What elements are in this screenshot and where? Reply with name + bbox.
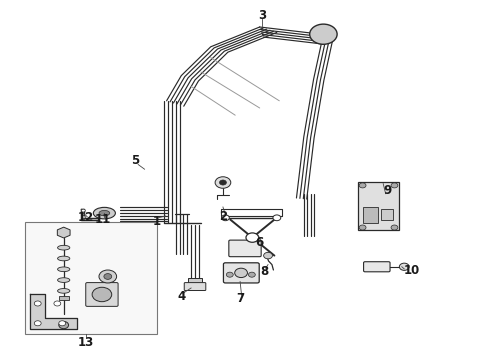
Text: 4: 4 [177, 291, 185, 303]
Circle shape [54, 301, 61, 306]
Bar [381, 209, 393, 220]
Circle shape [81, 216, 85, 219]
Circle shape [359, 225, 366, 230]
FancyBboxPatch shape [223, 263, 259, 283]
Circle shape [273, 215, 281, 221]
Circle shape [34, 321, 41, 326]
Circle shape [310, 24, 337, 44]
Polygon shape [81, 209, 98, 220]
Bar [59, 296, 69, 300]
Circle shape [220, 180, 226, 185]
Circle shape [226, 272, 233, 277]
Text: 10: 10 [403, 264, 420, 276]
Text: 7: 7 [236, 292, 244, 305]
Circle shape [34, 301, 41, 306]
Polygon shape [30, 294, 77, 329]
Circle shape [391, 225, 398, 230]
Circle shape [359, 183, 366, 188]
Text: 8: 8 [261, 265, 269, 278]
Ellipse shape [93, 207, 116, 219]
Circle shape [391, 183, 398, 188]
Text: 12: 12 [77, 211, 94, 224]
FancyBboxPatch shape [184, 283, 206, 291]
FancyBboxPatch shape [229, 240, 261, 257]
Circle shape [248, 272, 255, 277]
Text: 3: 3 [258, 9, 266, 22]
Text: 1: 1 [153, 215, 161, 228]
FancyBboxPatch shape [86, 283, 118, 306]
Ellipse shape [58, 278, 70, 282]
Circle shape [399, 263, 409, 270]
Circle shape [81, 209, 85, 212]
Ellipse shape [58, 246, 70, 250]
Circle shape [221, 215, 229, 221]
Circle shape [104, 274, 112, 279]
Text: 6: 6 [256, 237, 264, 249]
Circle shape [246, 233, 259, 242]
Circle shape [99, 270, 117, 283]
Text: 2: 2 [219, 210, 227, 222]
Circle shape [235, 268, 247, 278]
Bar [363, 207, 378, 223]
Text: 11: 11 [95, 213, 111, 226]
Bar [188, 278, 202, 284]
Text: 9: 9 [383, 184, 391, 197]
Text: 13: 13 [77, 336, 94, 348]
Circle shape [59, 321, 69, 329]
FancyBboxPatch shape [364, 262, 390, 272]
Circle shape [215, 177, 231, 188]
Circle shape [264, 252, 272, 259]
Bar [358, 182, 399, 230]
Ellipse shape [99, 210, 110, 216]
Text: 5: 5 [131, 154, 139, 167]
Bar [24, 222, 157, 334]
Ellipse shape [58, 267, 70, 271]
Ellipse shape [58, 289, 70, 293]
Ellipse shape [58, 256, 70, 261]
Circle shape [59, 321, 66, 326]
Circle shape [92, 287, 112, 302]
